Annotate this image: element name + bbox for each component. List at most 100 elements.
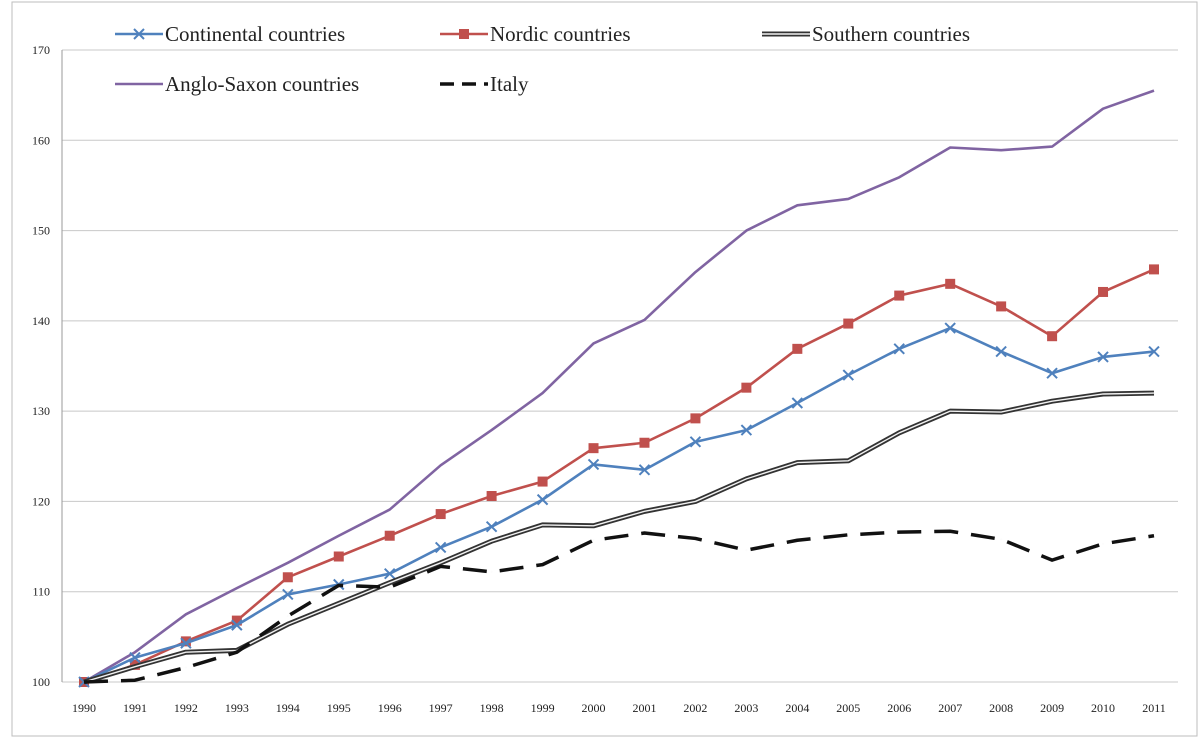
plot-frame xyxy=(11,1,1198,737)
data-point xyxy=(1000,149,1002,151)
data-point xyxy=(898,432,900,434)
x-tick-label: 2009 xyxy=(1040,701,1064,715)
data-point-square-marker xyxy=(588,443,599,454)
data-point-x-marker xyxy=(282,588,294,601)
x-axis-tick-labels: 1990 1991 1992 1993 1994 1995 1996 1997 1998 1999… xyxy=(72,701,1166,715)
data-point-x-marker xyxy=(893,343,905,355)
y-tick-label: 120 xyxy=(32,494,50,508)
data-point xyxy=(1153,89,1155,91)
legend-item-nordic-countries: Nordic countries xyxy=(440,22,631,46)
data-point-x-marker xyxy=(180,637,192,649)
data-point xyxy=(389,586,391,588)
data-point xyxy=(694,271,696,273)
y-tick-label: 140 xyxy=(32,314,50,328)
series-line-inner xyxy=(83,392,1155,683)
series-line xyxy=(83,89,1155,684)
data-point xyxy=(236,587,238,589)
x-tick-label: 1995 xyxy=(327,701,351,715)
data-point-x-marker xyxy=(587,458,600,471)
data-point-x-marker xyxy=(1148,345,1160,358)
legend-label: Nordic countries xyxy=(490,22,631,46)
data-point xyxy=(389,581,391,583)
data-point xyxy=(134,679,136,681)
data-point xyxy=(389,508,391,510)
data-point xyxy=(541,563,543,565)
data-point-x-marker xyxy=(995,345,1007,358)
data-point-x-marker xyxy=(842,369,854,381)
data-point-square-marker xyxy=(1149,264,1159,275)
data-point-square-marker xyxy=(945,278,956,289)
legend-x-marker xyxy=(133,28,145,40)
data-point xyxy=(490,571,492,573)
data-point xyxy=(592,342,594,344)
data-point-x-marker xyxy=(384,567,396,580)
series-line xyxy=(83,268,1155,684)
series-southern-countries xyxy=(83,390,1155,685)
data-point xyxy=(592,539,594,541)
data-point xyxy=(796,461,798,463)
data-point-x-marker xyxy=(536,493,549,506)
x-tick-label: 2003 xyxy=(734,701,758,715)
y-tick-label: 110 xyxy=(32,585,50,599)
series-line xyxy=(83,529,1155,684)
data-point xyxy=(185,666,187,668)
data-point xyxy=(592,525,594,527)
gridlines xyxy=(61,49,1178,683)
data-point xyxy=(1102,393,1104,395)
data-point xyxy=(338,602,340,604)
x-tick-label: 2001 xyxy=(632,701,656,715)
data-point xyxy=(541,392,543,394)
x-tick-label: 1994 xyxy=(276,701,300,715)
data-point xyxy=(490,540,492,542)
data-point xyxy=(643,319,645,321)
x-tick-label: 1996 xyxy=(378,701,402,715)
data-point xyxy=(338,535,340,537)
series-line xyxy=(83,326,1155,684)
data-point xyxy=(1051,400,1053,402)
x-tick-label: 1992 xyxy=(174,701,198,715)
data-point xyxy=(949,146,951,148)
data-point-x-marker xyxy=(1097,351,1109,363)
data-point xyxy=(490,429,492,431)
data-point xyxy=(643,532,645,534)
x-tick-label: 2010 xyxy=(1091,701,1115,715)
data-point-square-marker xyxy=(333,551,344,562)
data-point xyxy=(83,681,85,683)
data-point xyxy=(745,549,747,551)
x-tick-label: 2000 xyxy=(582,701,606,715)
data-point-square-marker xyxy=(639,437,650,448)
y-axis-tick-labels: 100 110 120 130 140 150 160 170 xyxy=(32,43,50,689)
x-tick-label: 2011 xyxy=(1142,701,1166,715)
data-point xyxy=(847,460,849,462)
data-point xyxy=(949,410,951,412)
data-point xyxy=(439,464,441,466)
data-point xyxy=(185,613,187,615)
legend-square-marker xyxy=(459,29,469,39)
data-point xyxy=(287,562,289,564)
series-italy xyxy=(83,529,1155,684)
data-point xyxy=(643,510,645,512)
data-point xyxy=(541,524,543,526)
data-point xyxy=(1153,392,1155,394)
x-tick-label: 1990 xyxy=(72,701,96,715)
legend: Continental countries Nordic countries Sou… xyxy=(115,22,970,96)
legend-label: Southern countries xyxy=(812,22,970,46)
data-point-square-marker xyxy=(894,290,905,301)
data-point-square-marker xyxy=(537,476,548,487)
data-point xyxy=(694,500,696,502)
data-point-square-marker xyxy=(792,343,803,354)
data-point-square-marker xyxy=(1098,286,1109,297)
series-anglo-saxon-countries xyxy=(83,89,1155,684)
data-point-square-marker xyxy=(384,530,395,541)
data-point xyxy=(949,530,951,532)
legend-item-continental-countries: Continental countries xyxy=(115,22,345,46)
y-tick-label: 130 xyxy=(32,404,50,418)
data-point xyxy=(185,651,187,653)
data-point xyxy=(796,539,798,541)
x-tick-label: 2005 xyxy=(836,701,860,715)
legend-item-italy: Italy xyxy=(440,72,529,96)
data-point-square-marker xyxy=(1047,331,1058,342)
data-point xyxy=(745,229,747,231)
data-point-x-marker xyxy=(434,541,447,554)
